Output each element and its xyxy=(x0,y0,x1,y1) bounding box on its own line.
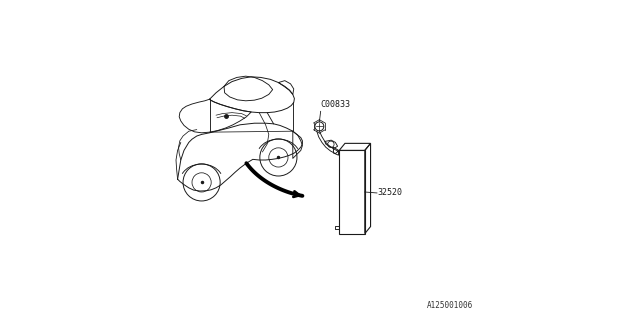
Text: 32520: 32520 xyxy=(378,188,403,197)
Text: A125001006: A125001006 xyxy=(428,301,474,310)
Text: C00833: C00833 xyxy=(321,100,351,109)
